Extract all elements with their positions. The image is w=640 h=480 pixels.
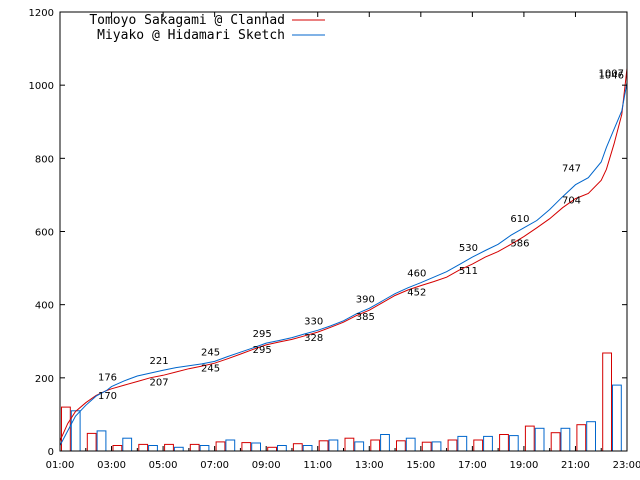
y-tick-label-5: 1000 [29, 81, 54, 92]
data-label-s2-4: 330 [304, 316, 323, 327]
hourly-bar-s1-13 [396, 440, 406, 452]
data-label-s1-8: 586 [510, 239, 529, 250]
x-tick-label-5: 11:00 [303, 460, 332, 471]
y-tick-label-0: 0 [48, 447, 54, 458]
hourly-bars [61, 352, 622, 452]
hourly-bar-s2-5 [199, 445, 210, 452]
hourly-bar-s2-4 [173, 446, 184, 452]
data-label-s1-3: 295 [253, 345, 272, 356]
x-tick-label-6: 13:00 [355, 460, 384, 471]
hourly-bar-s2-17 [508, 435, 519, 452]
hourly-bar-s1-9 [292, 443, 303, 452]
y-tick-label-2: 400 [35, 301, 54, 312]
data-label-s1-9: 704 [562, 196, 581, 207]
hourly-bar-s2-10 [328, 439, 339, 452]
hourly-bar-s2-11 [354, 441, 365, 452]
y-tick-label-6: 1200 [29, 8, 54, 19]
data-label-s1-4: 328 [304, 333, 323, 344]
data-label-s1-2: 245 [201, 363, 220, 374]
x-tick-label-8: 17:00 [458, 460, 487, 471]
hourly-bar-s1-20 [576, 424, 587, 452]
hourly-bar-s2-6 [225, 439, 236, 452]
data-label-s2-10: 1007 [599, 69, 624, 80]
data-label-s2-8: 610 [510, 214, 529, 225]
y-tick-label-1: 200 [35, 374, 54, 385]
x-tick-label-0: 01:00 [46, 460, 75, 471]
data-label-s2-6: 460 [407, 269, 426, 280]
series-line-2 [59, 82, 628, 446]
x-tick-label-10: 21:00 [561, 460, 590, 471]
x-tick-label-4: 09:00 [252, 460, 281, 471]
x-axis: 01:00 03:00 05:00 07:00 09:00 11:00 13:00 15:00… [46, 12, 640, 471]
data-label-s2-5: 390 [356, 294, 375, 305]
data-label-s2-9: 747 [562, 164, 581, 175]
hourly-bar-s2-3 [148, 445, 158, 452]
cumulative-lines [59, 68, 628, 446]
hourly-bar-s1-3 [138, 443, 149, 452]
data-label-s1-7: 511 [459, 266, 478, 277]
hourly-bar-s2-21 [612, 384, 622, 452]
hourly-bar-s2-1 [96, 430, 107, 452]
hourly-bar-s1-7 [241, 442, 252, 452]
hourly-bar-s1-4 [164, 443, 174, 452]
hourly-bar-s2-19 [560, 427, 571, 452]
hourly-bar-s2-12 [380, 434, 390, 452]
x-tick-label-11: 23:00 [613, 460, 640, 471]
legend-label-2: Miyako @ Hidamari Sketch [97, 28, 285, 43]
hourly-bar-s1-15 [447, 439, 458, 452]
plot-frame [59, 11, 628, 452]
hourly-bar-s1-19 [550, 432, 561, 452]
data-label-s2-1: 221 [150, 356, 169, 367]
hourly-bar-s1-6 [215, 441, 226, 452]
hourly-bar-s1-17 [499, 434, 509, 452]
data-label-s2-0: 176 [98, 373, 117, 384]
x-tick-label-7: 15:00 [406, 460, 435, 471]
x-tick-label-3: 07:00 [200, 460, 229, 471]
hourly-bar-s1-16 [473, 439, 484, 452]
data-label-s2-3: 295 [253, 329, 272, 340]
hourly-bar-s1-14 [421, 441, 432, 452]
hourly-bar-s2-13 [405, 437, 416, 452]
y-tick-label-3: 600 [35, 228, 54, 239]
series-line-1 [59, 68, 628, 442]
data-label-s1-0: 170 [98, 391, 117, 402]
legend-label-1: Tomoyo Sakagami @ Clannad [89, 13, 285, 28]
x-tick-label-9: 19:00 [509, 460, 538, 471]
hourly-bar-s2-8 [277, 445, 287, 452]
data-label-s1-1: 207 [150, 377, 169, 388]
hourly-bar-s2-20 [586, 421, 597, 452]
hourly-bar-s2-16 [483, 435, 493, 452]
x-tick-label-2: 05:00 [149, 460, 178, 471]
x-tick-label-1: 03:00 [97, 460, 126, 471]
y-tick-label-4: 800 [35, 154, 54, 165]
hourly-bar-s1-18 [524, 425, 535, 452]
data-label-s2-7: 530 [459, 243, 478, 254]
data-label-s1-6: 452 [407, 288, 426, 299]
hourly-bar-s1-11 [344, 437, 355, 452]
hourly-bar-s1-5 [189, 443, 200, 452]
hourly-bar-s1-12 [370, 439, 381, 452]
data-label-s1-5: 385 [356, 312, 375, 323]
hourly-bar-s2-7 [251, 442, 261, 452]
hourly-bar-s2-15 [457, 435, 468, 452]
data-labels: 170 207 245 295 328 385 452 511 586 704 1046 176 221… [98, 69, 624, 402]
hourly-bar-s2-14 [431, 441, 442, 452]
hourly-bar-s2-9 [302, 445, 313, 452]
hourly-bar-s1-2 [112, 445, 123, 452]
y-axis: 0 200 400 600 800 1000 1200 [29, 8, 627, 458]
hourly-bar-s2-18 [534, 427, 545, 452]
hourly-bar-s1-8 [267, 446, 278, 452]
hourly-bar-s1-21 [602, 352, 613, 452]
hourly-bar-s1-1 [86, 432, 97, 452]
data-label-s2-2: 245 [201, 347, 220, 358]
hourly-bar-s1-10 [318, 440, 329, 452]
data-label-s1-10: 1046 [599, 70, 624, 81]
hourly-bar-s2-2 [122, 437, 133, 452]
